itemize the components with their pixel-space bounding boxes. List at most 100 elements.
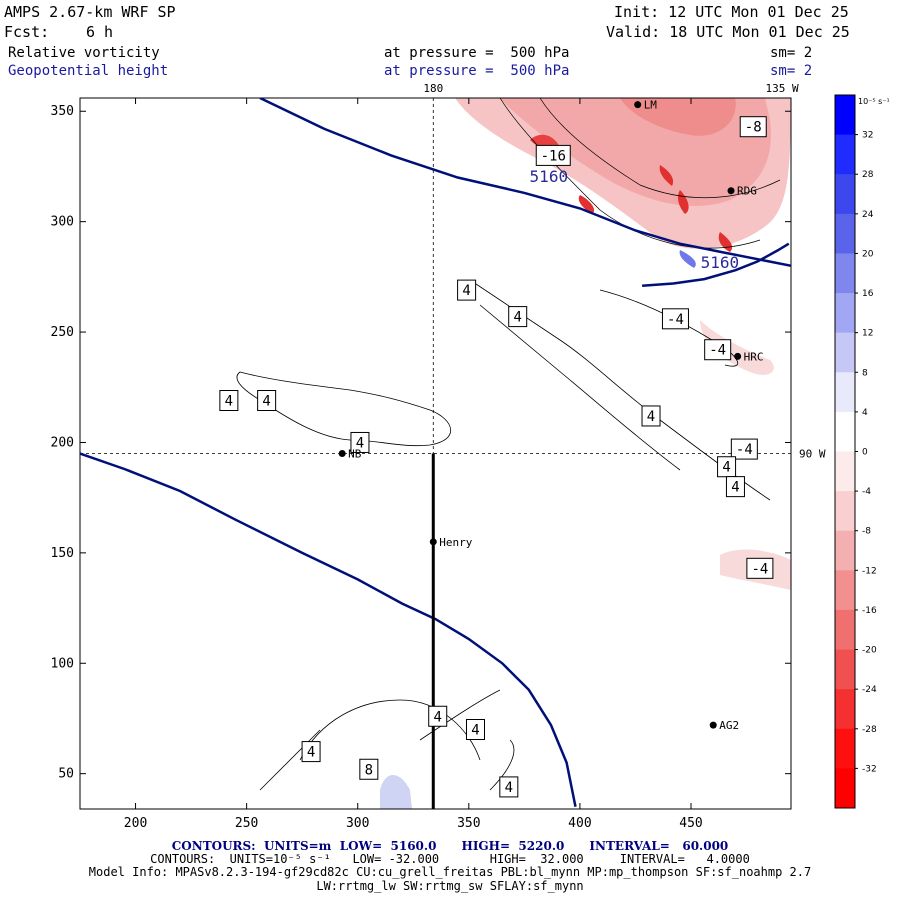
- vorticity-label-text: -16: [541, 148, 566, 164]
- colorbar-segment: [835, 530, 855, 571]
- y-tick-label: 200: [51, 435, 74, 450]
- vorticity-label: -8: [739, 116, 767, 138]
- vorticity-label-text: 4: [225, 394, 233, 410]
- colorbar-label: 28: [862, 170, 874, 180]
- colorbar-segment: [835, 213, 855, 254]
- colorbar-segment: [835, 134, 855, 175]
- vorticity-label: -4: [746, 557, 774, 579]
- height-contour-label: 5160: [530, 167, 569, 186]
- station-label: HRC: [744, 350, 764, 363]
- meridian-label: 180: [423, 82, 443, 95]
- vorticity-label: -16: [535, 144, 571, 166]
- vorticity-label: -4: [704, 339, 732, 361]
- colorbar-label: 16: [862, 289, 874, 299]
- vorticity-label: 4: [350, 431, 370, 453]
- x-tick-label: 300: [346, 816, 369, 831]
- colorbar-segment: [835, 332, 855, 373]
- vorticity-label-text: 8: [365, 762, 373, 778]
- vorticity-label: 4: [465, 719, 485, 741]
- height-contour-line: [80, 452, 577, 808]
- vorticity-label: 4: [499, 776, 519, 798]
- smoothing-2: sm= 2: [770, 63, 813, 79]
- vorticity-label: 4: [219, 390, 239, 412]
- vorticity-label-box: [725, 476, 745, 498]
- vorticity-label-text: 4: [434, 709, 442, 725]
- vorticity-label: 4: [717, 456, 737, 478]
- vorticity-label-box: [739, 116, 767, 138]
- colorbar-label: -16: [862, 606, 877, 616]
- colorbar-segment: [835, 174, 855, 215]
- vorticity-label-box: [730, 438, 758, 460]
- station-marker: [709, 721, 717, 729]
- vorticity-label-box: [746, 557, 774, 579]
- colorbar-label: -32: [862, 764, 877, 774]
- pressure-level-2: at pressure = 500 hPa: [384, 63, 570, 79]
- footer-model-info: Model Info: MPASv8.2.3-194-gf29cd82c CU:…: [88, 865, 812, 879]
- station-label: Henry: [439, 536, 472, 549]
- vorticity-label-text: 4: [513, 310, 521, 326]
- vorticity-label-text: -4: [736, 442, 753, 458]
- station-marker: [634, 101, 642, 109]
- smoothing-1: sm= 2: [770, 45, 813, 61]
- vorticity-label-box: [219, 390, 239, 412]
- station-rdg: RDG: [727, 185, 757, 198]
- y-tick-label: 300: [51, 215, 74, 230]
- vorticity-label: -4: [661, 308, 689, 330]
- vorticity-label-text: 4: [505, 780, 513, 796]
- vorticity-label-text: 4: [722, 460, 730, 476]
- vorticity-label-box: [457, 279, 477, 301]
- vorticity-label-text: 4: [356, 435, 364, 451]
- colorbar-label: -20: [862, 646, 877, 656]
- colorbar-label: 8: [862, 368, 868, 378]
- colorbar-label: -12: [862, 566, 877, 576]
- colorbar-label: 24: [862, 210, 874, 220]
- vorticity-label: 4: [257, 390, 277, 412]
- x-tick-label: 350: [457, 816, 480, 831]
- y-tick-label: 50: [58, 767, 74, 782]
- init-time: Init: 12 UTC Mon 01 Dec 25: [614, 3, 849, 21]
- vorticity-label-text: -8: [745, 120, 762, 136]
- vorticity-label-text: 4: [262, 394, 270, 410]
- forecast-hour: 6 h: [86, 23, 114, 41]
- y-tick-label: 250: [51, 325, 74, 340]
- vorticity-label-box: [350, 431, 370, 453]
- colorbar-label: 20: [862, 249, 874, 259]
- station-label: RDG: [737, 185, 757, 198]
- colorbar-segment: [835, 728, 855, 769]
- x-tick-label: 250: [235, 816, 258, 831]
- footer-model-info-2: LW:rrtmg_lw SW:rrtmg_sw SFLAY:sf_mynn: [316, 879, 584, 893]
- colorbar-label: 0: [862, 448, 868, 458]
- vorticity-label-text: -4: [751, 561, 768, 577]
- vorticity-label: 8: [359, 758, 379, 780]
- colorbar-label: 4: [862, 408, 868, 418]
- vorticity-label: 4: [508, 306, 528, 328]
- station-label: NB: [348, 448, 362, 461]
- colorbar-segment: [835, 609, 855, 651]
- footer-height-contours: CONTOURS: UNITS=m LOW= 5160.0 HIGH= 5220…: [171, 839, 729, 853]
- vorticity-label: 4: [428, 705, 448, 727]
- colorbar-segment: [835, 95, 855, 136]
- colorbar-label: 32: [862, 131, 873, 141]
- colorbar-label: 12: [862, 329, 873, 339]
- station-marker: [727, 187, 735, 195]
- vorticity-label: 4: [641, 405, 661, 427]
- height-contour-label: 5160: [701, 253, 740, 272]
- vorticity-label: -4: [730, 438, 758, 460]
- vorticity-label-text: 4: [647, 409, 655, 425]
- station-marker: [734, 352, 742, 360]
- forecast-label: Fcst:: [4, 23, 50, 41]
- vorticity-shading: [236, 98, 791, 809]
- station-marker: [338, 450, 346, 457]
- vorticity-label-box: [465, 719, 485, 741]
- colorbar-segment: [835, 649, 855, 690]
- meridian-label: 135 W: [766, 82, 799, 95]
- station-marker: [429, 538, 437, 546]
- y-tick-label: 350: [51, 104, 74, 119]
- colorbar-segment: [835, 768, 855, 809]
- valid-time: Valid: 18 UTC Mon 01 Dec 25: [606, 23, 850, 41]
- colorbar-segment: [835, 253, 855, 294]
- vorticity-label-text: 4: [731, 480, 739, 496]
- vorticity-label-text: -4: [667, 312, 684, 328]
- colorbar-segment: [835, 451, 855, 492]
